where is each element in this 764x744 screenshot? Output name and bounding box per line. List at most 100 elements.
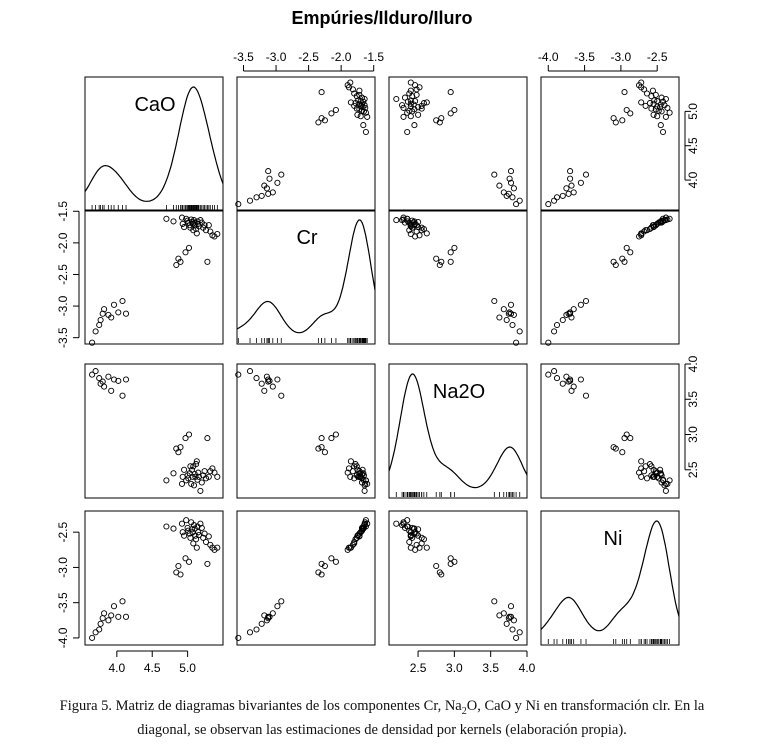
x-tick-label-Cr-1: -3.0 bbox=[266, 50, 287, 64]
point-Cr-Ni-8 bbox=[577, 301, 584, 308]
point-Ni-Cr-44 bbox=[318, 560, 325, 567]
point-Cr-CaO-19 bbox=[181, 224, 188, 231]
point-Na2O-Cr-11 bbox=[265, 376, 272, 383]
point-Na2O-CaO-36 bbox=[194, 476, 201, 483]
point-Ni-Cr-2 bbox=[253, 626, 260, 633]
point-Cr-CaO-32 bbox=[191, 219, 198, 226]
density-curve-Cr bbox=[236, 219, 376, 334]
point-Cr-Ni-42 bbox=[652, 222, 659, 229]
point-CaO-Cr-17 bbox=[364, 113, 371, 120]
point-Cr-Na2O-39 bbox=[393, 217, 400, 224]
point-Ni-Cr-38 bbox=[355, 531, 362, 539]
point-CaO-Ni-42 bbox=[652, 91, 659, 98]
point-CaO-Cr-7 bbox=[261, 182, 268, 189]
point-Cr-Na2O-42 bbox=[413, 222, 420, 229]
point-Na2O-CaO-11 bbox=[122, 376, 130, 383]
point-Ni-Na2O-3 bbox=[503, 620, 510, 627]
point-Ni-CaO-8 bbox=[110, 603, 118, 610]
point-Cr-Ni-2 bbox=[553, 321, 561, 329]
point-CaO-Ni-9 bbox=[567, 175, 574, 182]
point-Na2O-CaO-31 bbox=[190, 482, 198, 489]
point-CaO-Na2O-13 bbox=[411, 122, 418, 129]
panel-frame-CaO-Cr bbox=[236, 76, 376, 212]
x-tick-label-Cr-2: -2.5 bbox=[298, 50, 319, 64]
point-CaO-Cr-43 bbox=[351, 90, 358, 97]
point-Cr-Ni-49 bbox=[638, 230, 645, 238]
point-Cr-Ni-1 bbox=[551, 328, 558, 335]
point-Ni-Cr-3 bbox=[258, 620, 265, 627]
point-Na2O-Ni-35 bbox=[638, 458, 645, 465]
point-Na2O-Ni-8 bbox=[577, 376, 584, 383]
point-CaO-Cr-19 bbox=[354, 111, 361, 118]
y-tick-label-Ni-3: -2.5 bbox=[56, 521, 70, 542]
point-Cr-CaO-1 bbox=[92, 328, 99, 335]
point-CaO-Ni-20 bbox=[627, 110, 634, 117]
point-Cr-Na2O-9 bbox=[506, 309, 513, 316]
point-Na2O-CaO-12 bbox=[163, 477, 170, 484]
point-CaO-Cr-24 bbox=[332, 106, 339, 114]
point-CaO-Ni-35 bbox=[638, 99, 645, 106]
point-CaO-Ni-30 bbox=[642, 102, 649, 109]
point-Ni-Cr-43 bbox=[351, 538, 358, 546]
point-Cr-Na2O-3 bbox=[503, 316, 510, 324]
panel-frame-CaO-Ni bbox=[540, 76, 680, 212]
point-Ni-Cr-0 bbox=[235, 634, 242, 641]
point-CaO-Na2O-19 bbox=[415, 111, 422, 118]
point-Ni-Na2O-0 bbox=[513, 634, 520, 641]
y-tick-label-CaO-2: 5.0 bbox=[686, 103, 700, 120]
point-Cr-Na2O-15 bbox=[433, 255, 440, 262]
point-Na2O-Ni-0 bbox=[545, 371, 552, 378]
diagonal-label-Na2O: Na2O bbox=[433, 381, 485, 403]
point-CaO-Cr-1 bbox=[246, 197, 254, 204]
y-tick-label-Cr-2: -2.5 bbox=[56, 264, 70, 285]
point-CaO-Na2O-15 bbox=[433, 117, 440, 124]
point-Na2O-Ni-49 bbox=[638, 473, 645, 480]
point-CaO-Cr-44 bbox=[318, 89, 325, 96]
point-Na2O-CaO-13 bbox=[170, 470, 177, 477]
point-CaO-Na2O-49 bbox=[407, 79, 414, 86]
point-Ni-Na2O-32 bbox=[410, 525, 417, 532]
point-CaO-Ni-10 bbox=[582, 171, 590, 178]
diagonal-label-Ni: Ni bbox=[604, 528, 623, 550]
point-Na2O-CaO-42 bbox=[201, 468, 208, 475]
point-CaO-Ni-2 bbox=[553, 194, 561, 201]
point-CaO-Cr-18 bbox=[357, 113, 364, 120]
point-Na2O-Ni-10 bbox=[582, 392, 590, 399]
y-tick-label-Na2O-3: 4.0 bbox=[686, 355, 700, 372]
panel-frame-Na2O-Na2O bbox=[388, 363, 528, 499]
point-Na2O-CaO-34 bbox=[193, 461, 200, 468]
x-tick-label-Ni-0: -4.0 bbox=[538, 50, 559, 64]
point-Na2O-Cr-24 bbox=[332, 431, 339, 438]
point-CaO-Cr-32 bbox=[358, 101, 366, 108]
point-Na2O-Cr-2 bbox=[253, 375, 260, 382]
point-Ni-Na2O-42 bbox=[413, 530, 420, 537]
point-CaO-Ni-15 bbox=[619, 117, 626, 124]
point-Cr-Na2O-44 bbox=[447, 258, 454, 265]
panel-frame-Ni-CaO bbox=[84, 510, 224, 646]
point-Na2O-Ni-3 bbox=[559, 380, 566, 387]
diagonal-label-Cr: Cr bbox=[296, 227, 317, 249]
point-Cr-Ni-20 bbox=[627, 249, 634, 256]
point-CaO-Na2O-1 bbox=[516, 197, 523, 204]
point-Na2O-Ni-44 bbox=[621, 435, 628, 442]
point-Cr-Na2O-16 bbox=[438, 258, 445, 265]
x-tick-label-Na2O-2: 3.5 bbox=[482, 661, 499, 675]
point-Cr-CaO-3 bbox=[97, 316, 104, 324]
point-CaO-Na2O-2 bbox=[509, 194, 516, 201]
point-Ni-Cr-39 bbox=[361, 520, 368, 527]
point-CaO-Na2O-16 bbox=[438, 115, 445, 122]
point-Ni-CaO-5 bbox=[101, 610, 108, 617]
point-CaO-Na2O-12 bbox=[404, 128, 411, 136]
point-CaO-Na2O-26 bbox=[418, 105, 425, 112]
point-Ni-CaO-39 bbox=[197, 520, 204, 527]
point-Na2O-Cr-7 bbox=[261, 387, 268, 394]
panel-frame-Cr-Cr bbox=[236, 209, 376, 345]
point-CaO-Ni-19 bbox=[650, 111, 657, 118]
point-Cr-CaO-49 bbox=[214, 230, 221, 238]
panel-frame-Na2O-CaO bbox=[84, 363, 224, 499]
point-CaO-Ni-18 bbox=[654, 113, 661, 120]
point-Ni-Na2O-29 bbox=[407, 529, 414, 536]
point-Ni-CaO-17 bbox=[178, 520, 186, 527]
point-CaO-Na2O-8 bbox=[507, 179, 515, 186]
point-Ni-CaO-18 bbox=[179, 529, 186, 536]
